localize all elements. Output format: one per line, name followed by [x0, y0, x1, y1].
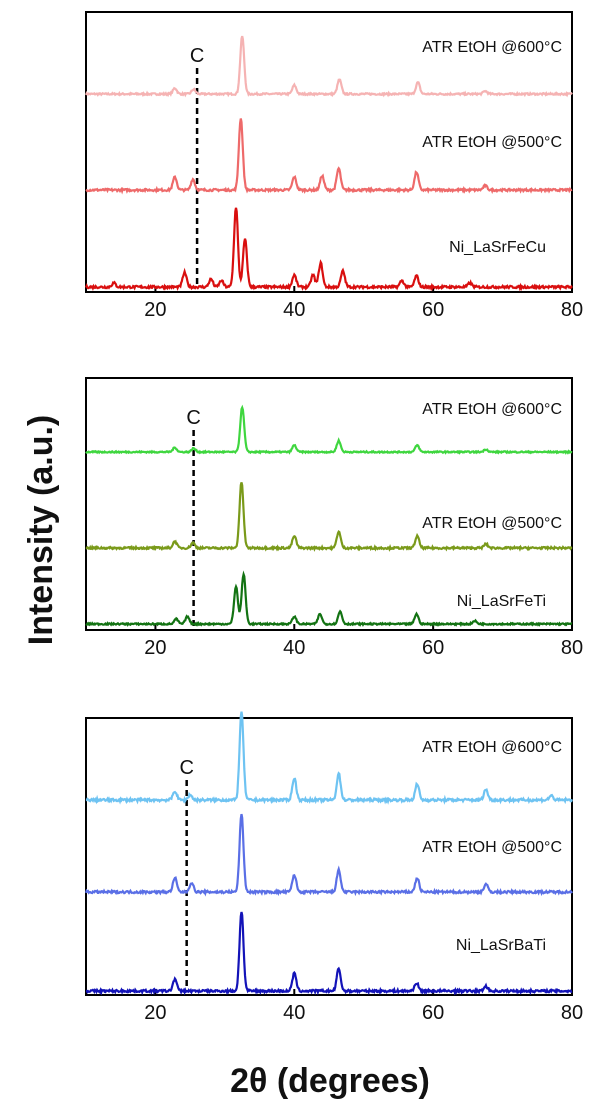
series-line	[84, 813, 573, 897]
series-label: ATR EtOH @500°C	[422, 134, 562, 151]
panel-top: 20 40 60 80 C ATR EtOH @600°C ATR EtOH @500°C N…	[84, 11, 583, 321]
plot-frame	[85, 11, 573, 293]
series-label: ATR EtOH @500°C	[422, 839, 562, 856]
reference-label-c: C	[186, 407, 200, 429]
panel-middle: 20 40 60 80 C ATR EtOH @600°C ATR EtOH @500°C N…	[85, 377, 583, 659]
plot-frame	[85, 717, 573, 996]
x-tick-label: 40	[283, 1002, 305, 1024]
series-line	[85, 570, 573, 628]
series-label: ATR EtOH @600°C	[422, 401, 562, 418]
series-line	[85, 118, 573, 195]
x-tick-label: 60	[422, 1002, 444, 1024]
reference-label-c: C	[190, 45, 204, 67]
plot-frame	[85, 377, 573, 631]
series-line	[85, 911, 573, 996]
x-tick-label: 60	[422, 299, 444, 321]
series-label: Ni_LaSrFeTi	[457, 593, 546, 610]
x-tick-label: 80	[561, 637, 583, 659]
series-line	[85, 404, 573, 455]
series-label: Ni_LaSrFeCu	[449, 239, 546, 256]
x-tick-label: 80	[561, 299, 583, 321]
reference-label-c: C	[179, 757, 193, 779]
series-label: ATR EtOH @600°C	[422, 739, 562, 756]
x-tick-label: 20	[144, 1002, 166, 1024]
series-line	[84, 35, 573, 98]
series-line	[85, 482, 573, 552]
series-label: Ni_LaSrBaTi	[456, 937, 546, 954]
x-tick-label: 80	[561, 1002, 583, 1024]
series-label: ATR EtOH @500°C	[422, 515, 562, 532]
x-tick-label: 40	[283, 299, 305, 321]
x-tick-label: 20	[144, 637, 166, 659]
panels: 20 40 60 80 C ATR EtOH @600°C ATR EtOH @500°C N…	[84, 11, 583, 1024]
panel-bottom: 20 40 60 80 C ATR EtOH @600°C ATR EtOH @500°C N…	[84, 711, 583, 1024]
y-axis-title: Intensity (a.u.)	[22, 415, 60, 645]
series-label: ATR EtOH @600°C	[422, 39, 562, 56]
x-axis-title: 2θ (degrees)	[230, 1062, 430, 1100]
series-line	[85, 711, 574, 805]
series-line	[84, 207, 573, 292]
x-tick-label: 20	[144, 299, 166, 321]
x-tick-label: 40	[283, 637, 305, 659]
x-tick-label: 60	[422, 637, 444, 659]
